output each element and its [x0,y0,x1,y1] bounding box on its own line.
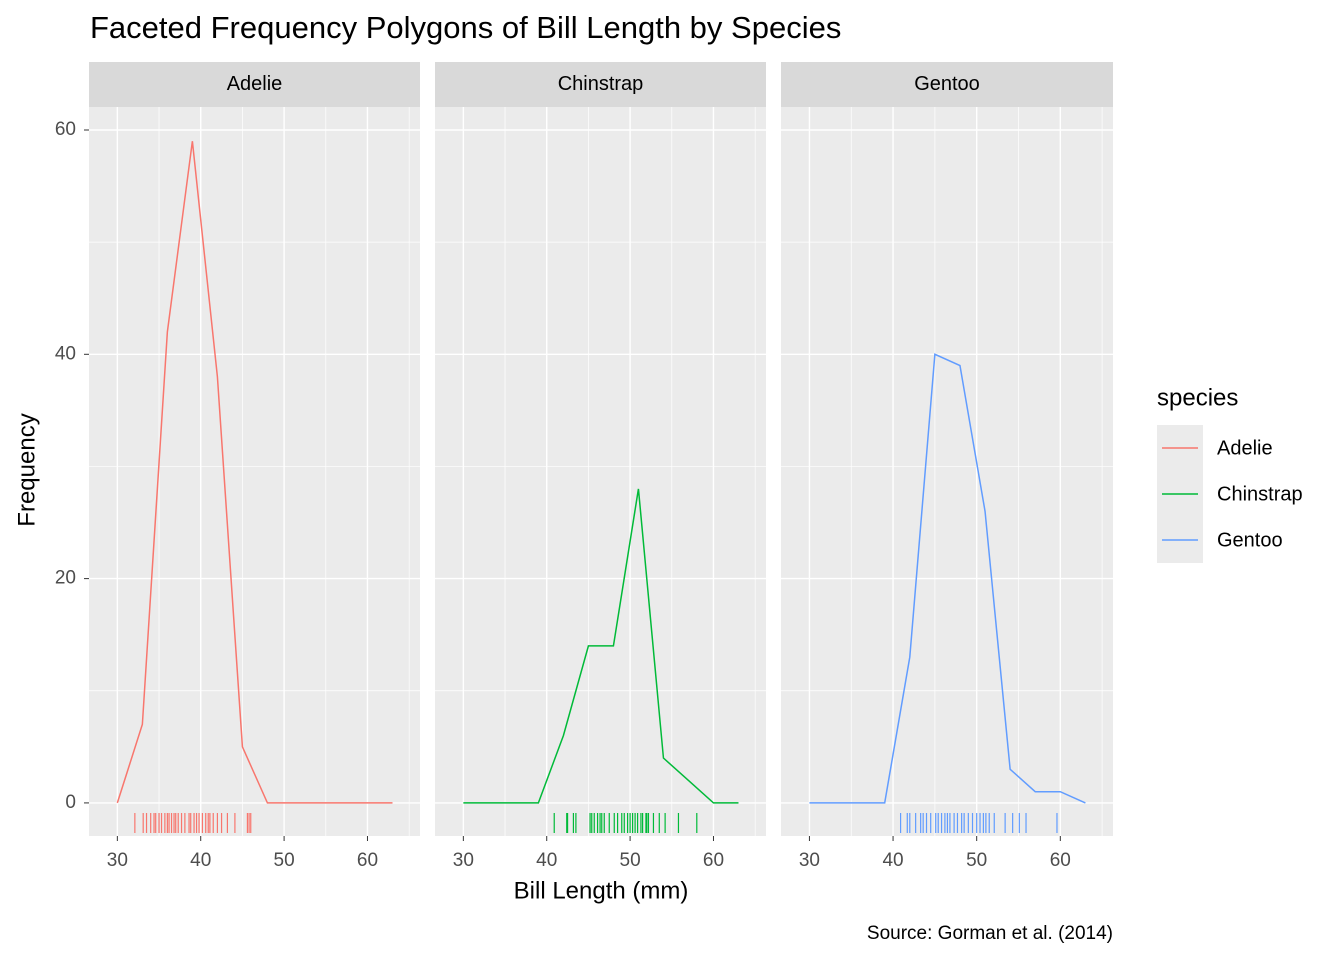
x-tick-label: 50 [966,850,987,871]
x-tick-label: 50 [620,850,641,871]
strip-label: Gentoo [914,73,980,95]
x-tick-label: 40 [536,850,557,871]
y-tick-label: 20 [55,568,76,589]
chart-title: Faceted Frequency Polygons of Bill Lengt… [90,10,841,45]
legend-label: Gentoo [1217,529,1283,551]
y-tick-label: 60 [55,119,76,140]
strip [89,62,420,107]
frequency-line [116,141,393,804]
panel [435,107,766,836]
y-tick-label: 40 [55,343,76,364]
strip [781,62,1113,107]
strip-label: Adelie [227,73,283,95]
frequency-line [463,488,739,804]
strip [435,62,766,107]
x-tick-label: 60 [703,850,724,871]
y-axis-label: Frequency [13,413,40,526]
x-tick-label: 30 [453,850,474,871]
legend-label: Chinstrap [1217,483,1303,505]
y-tick-label: 0 [65,792,76,813]
x-tick-label: 30 [799,850,820,871]
x-axis-label: Bill Length (mm) [514,877,689,904]
strip-label: Chinstrap [558,73,644,95]
x-tick-label: 40 [190,850,211,871]
x-tick-label: 50 [274,850,295,871]
x-tick-label: 60 [357,850,378,871]
x-tick-label: 30 [107,850,128,871]
x-tick-label: 40 [882,850,903,871]
panel [89,107,420,836]
legend-title: species [1157,384,1238,411]
legend-label: Adelie [1217,437,1273,459]
frequency-line [809,353,1086,804]
x-tick-label: 60 [1050,850,1071,871]
caption: Source: Gorman et al. (2014) [867,923,1113,944]
panel [781,107,1113,836]
